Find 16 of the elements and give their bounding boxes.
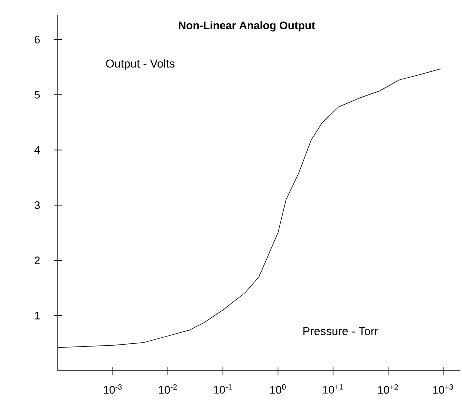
x-tick-label: 10$^{0}$	[270, 384, 286, 394]
x-tick-label: 10$^{-2}$	[159, 384, 177, 394]
x-tick-label: 10$^{-1}$	[214, 384, 232, 394]
y-tick-label: 6	[34, 36, 40, 44]
x-tick-label: 10$^{-3}$	[104, 384, 122, 394]
x-tick-label: 10$^{+2}$	[378, 384, 398, 394]
x-tick-label: 10$^{+1}$	[323, 384, 344, 394]
y-tick-label: 1	[35, 312, 40, 320]
x-tick-label: 10$^{+3}$	[434, 384, 454, 394]
y-tick-label: 5	[34, 91, 40, 99]
y-tick-label: 2	[34, 256, 40, 264]
text: Non-Linear Analog Output	[179, 21, 316, 32]
x-axis-title: Pressure - Torr	[304, 327, 378, 336]
y-axis-title: Output - Volts	[106, 60, 175, 70]
y-tick-label: 4	[34, 146, 40, 154]
y-tick-label: 3	[34, 202, 40, 210]
